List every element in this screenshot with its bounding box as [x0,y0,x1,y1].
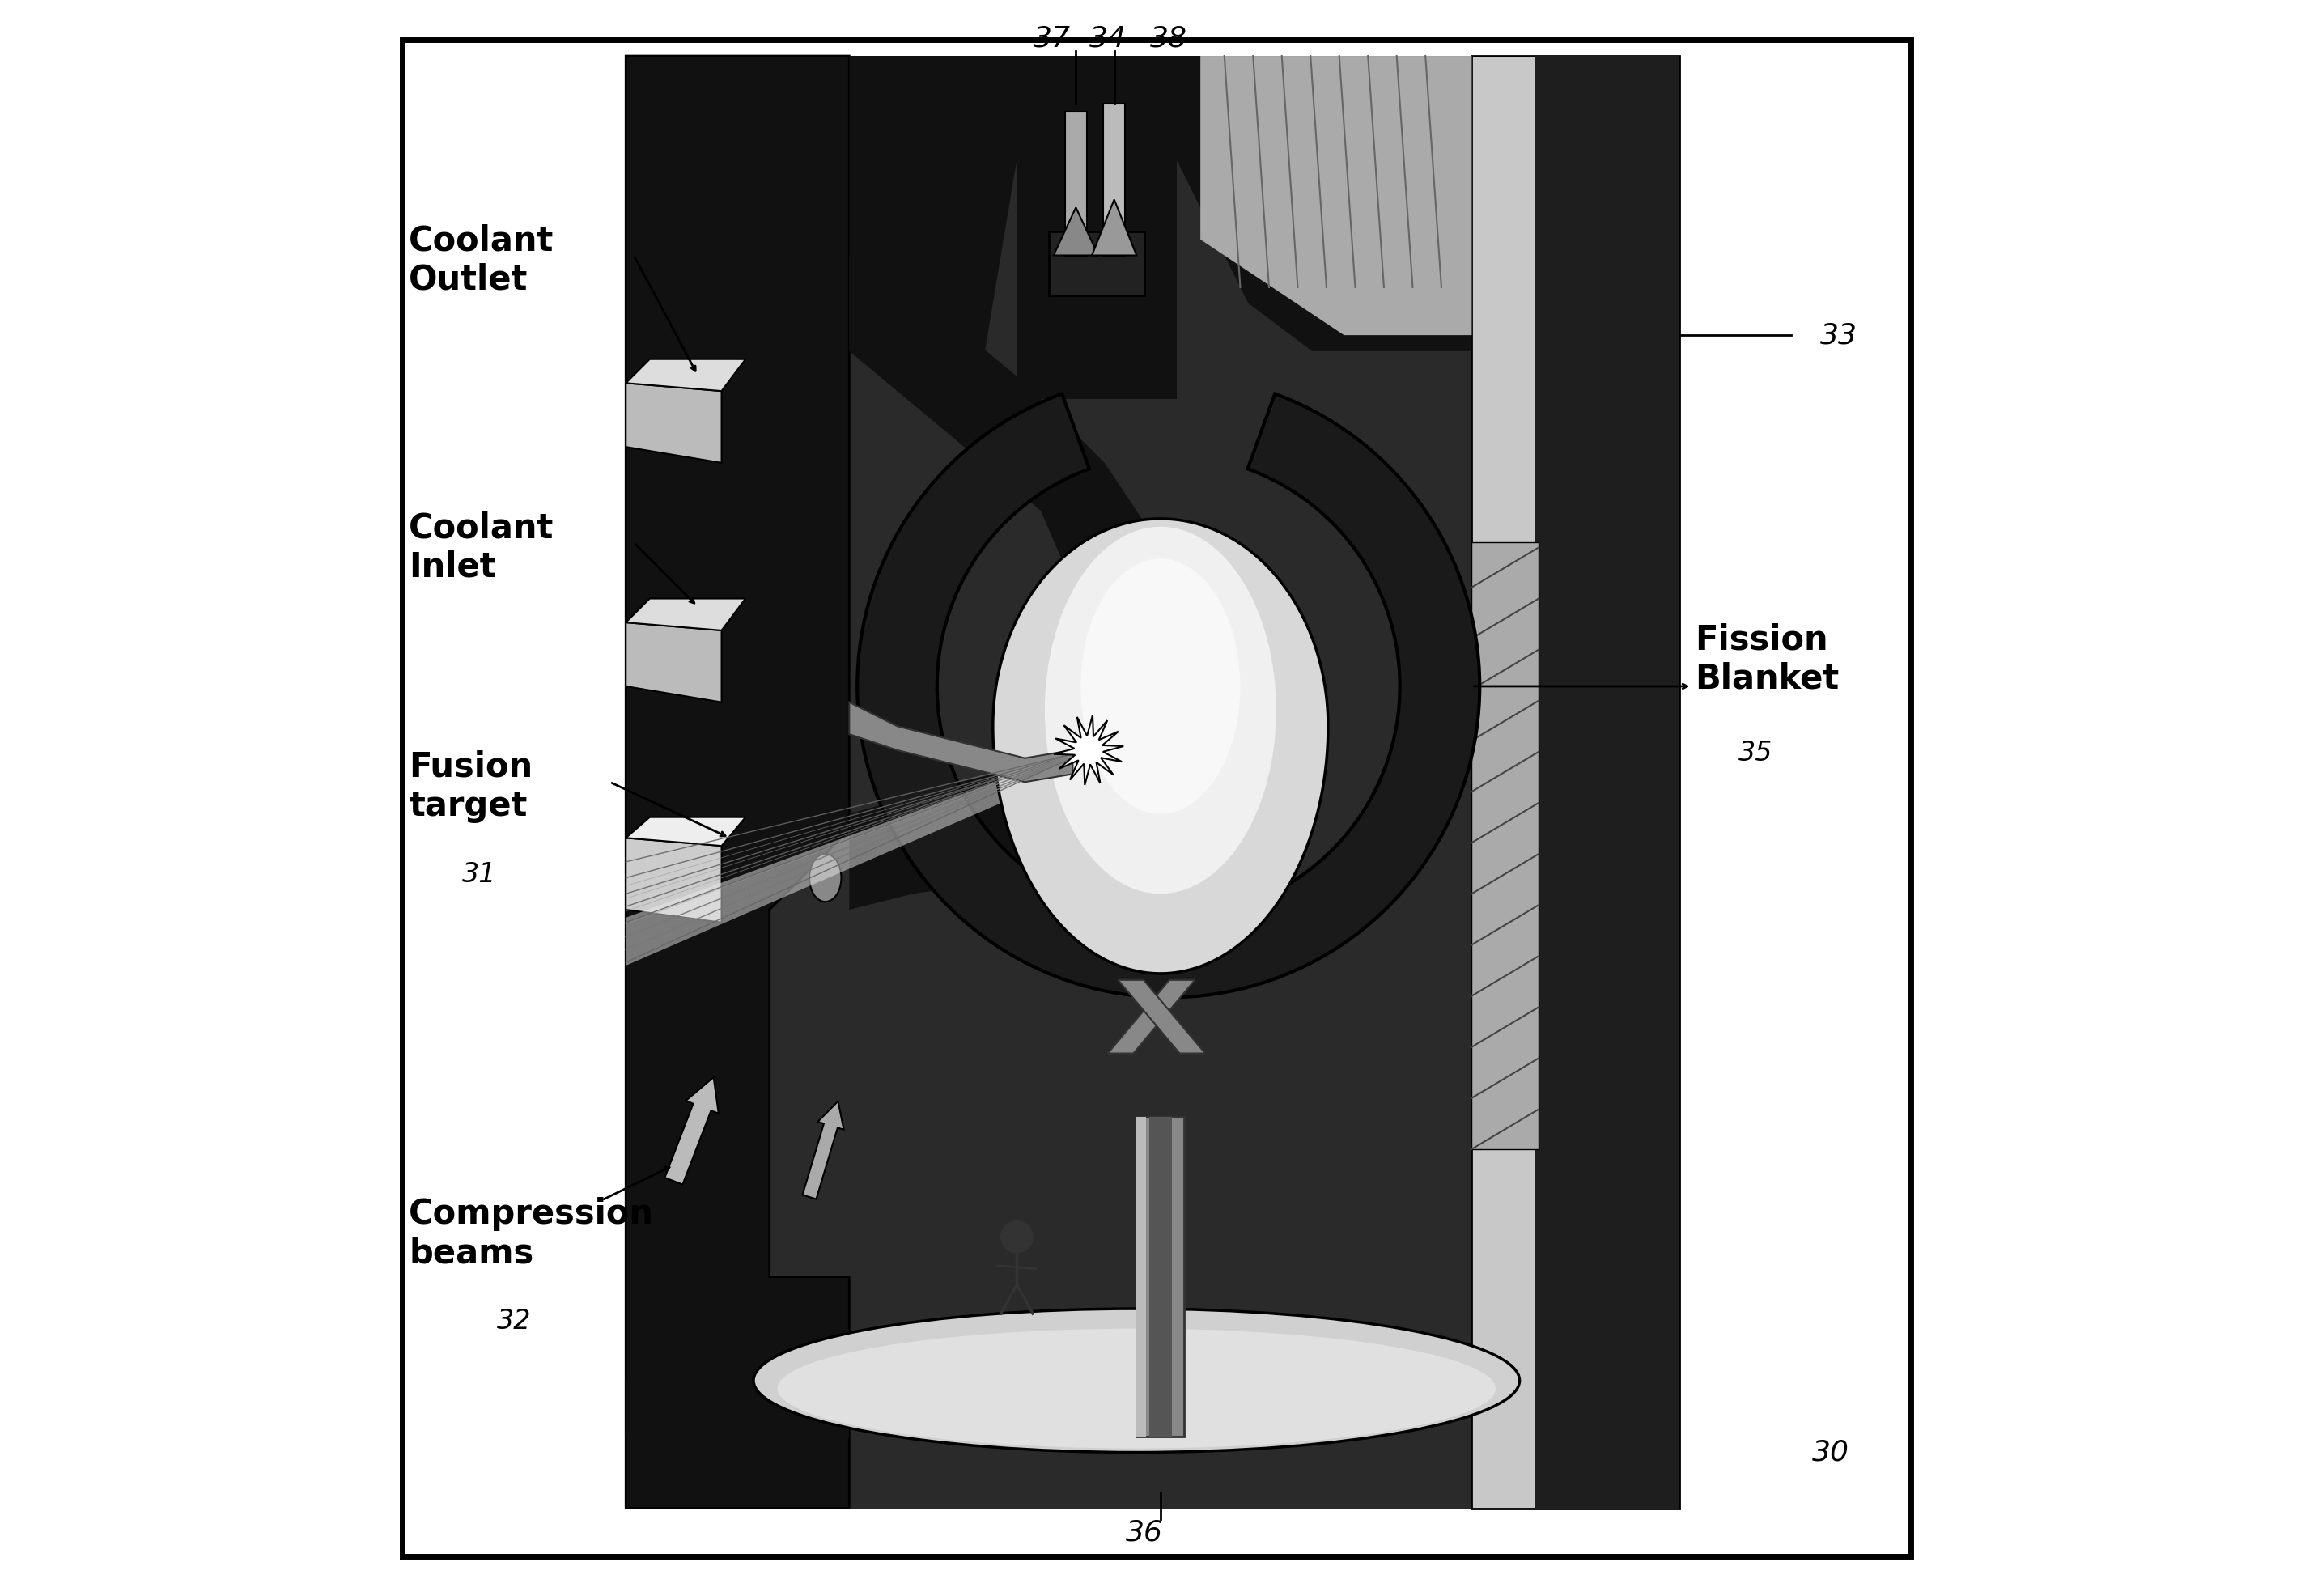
Polygon shape [627,56,848,1508]
Polygon shape [848,702,1072,782]
Polygon shape [848,56,1017,351]
Polygon shape [627,817,745,846]
Polygon shape [1053,715,1123,785]
Polygon shape [627,359,745,391]
Text: 37: 37 [1033,24,1070,53]
FancyArrow shape [664,1077,719,1184]
Text: 30: 30 [1812,1438,1849,1467]
Polygon shape [627,622,721,702]
Text: Fusion
target: Fusion target [408,750,532,824]
Ellipse shape [1044,527,1277,894]
Text: Compression
beams: Compression beams [408,1197,655,1270]
Polygon shape [627,1381,848,1436]
Text: 33: 33 [1821,321,1858,350]
Bar [1471,543,1540,1149]
Circle shape [1000,1221,1033,1253]
Polygon shape [857,394,1480,998]
Bar [1104,104,1125,255]
Polygon shape [1118,980,1206,1053]
Ellipse shape [754,1309,1519,1452]
Text: 32: 32 [498,1309,530,1334]
Polygon shape [1201,56,1471,335]
Text: Fission
Blanket: Fission Blanket [1694,622,1839,696]
Polygon shape [848,56,1185,910]
Polygon shape [1053,207,1097,255]
Polygon shape [1109,980,1194,1053]
Bar [1136,1117,1146,1436]
Ellipse shape [777,1328,1496,1449]
Text: Coolant
Inlet: Coolant Inlet [408,511,553,584]
Bar [1017,56,1176,399]
Ellipse shape [1081,559,1240,814]
Bar [1471,56,1678,1508]
Bar [1150,1117,1171,1436]
Polygon shape [1176,56,1471,351]
Bar [1136,1117,1185,1436]
Text: 35: 35 [1738,741,1773,766]
Text: 34: 34 [1090,24,1127,53]
Bar [1065,112,1088,255]
Bar [1535,56,1678,1508]
Polygon shape [627,598,745,630]
Polygon shape [627,742,1104,966]
Text: Coolant
Outlet: Coolant Outlet [408,223,553,297]
Polygon shape [627,383,721,463]
Polygon shape [627,838,721,922]
FancyArrow shape [802,1101,844,1199]
Text: 36: 36 [1125,1518,1164,1547]
Bar [627,56,1678,1508]
Bar [1049,231,1146,295]
Polygon shape [1093,200,1136,255]
Ellipse shape [809,854,841,902]
Text: 38: 38 [1150,24,1187,53]
Polygon shape [993,519,1328,974]
Text: 31: 31 [461,862,496,887]
